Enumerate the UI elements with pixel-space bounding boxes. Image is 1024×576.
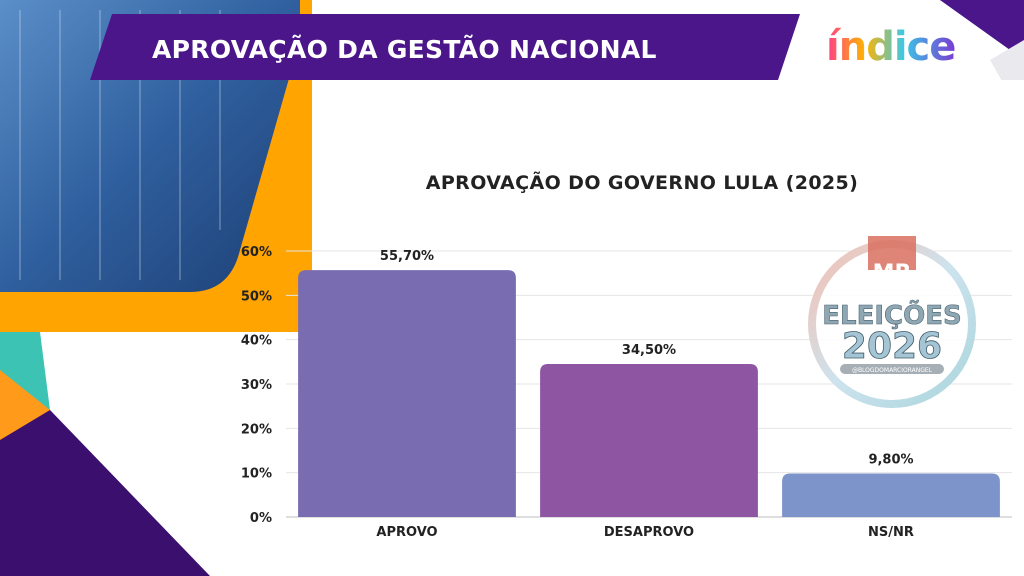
x-tick-label: APROVO [376, 525, 437, 540]
y-tick-label: 10% [241, 467, 272, 482]
y-tick-label: 30% [241, 378, 272, 393]
brand-logo: índice [826, 24, 956, 70]
watermark-seal: MR ELEIÇÕES 2026 @BLOGDOMARCIORANGEL [808, 236, 976, 408]
watermark-line1: ELEIÇÕES [822, 299, 961, 331]
x-tick-label: NS/NR [868, 525, 914, 540]
y-tick-label: 0% [250, 511, 272, 526]
y-tick-label: 50% [241, 289, 272, 304]
chart-title: APROVAÇÃO DO GOVERNO LULA (2025) [425, 172, 859, 194]
purple-triangle [0, 410, 210, 576]
x-tick-label: DESAPROVO [604, 525, 694, 540]
data-label: 55,70% [380, 249, 434, 264]
watermark-line2: 2026 [842, 326, 942, 367]
purple-corner-right [940, 0, 1024, 60]
bar-desaprovo [540, 364, 758, 517]
data-label: 9,80% [868, 453, 913, 468]
y-tick-label: 20% [241, 422, 272, 437]
y-tick-label: 60% [241, 245, 272, 260]
header-banner [90, 14, 800, 80]
bar-ns-nr [782, 473, 1000, 517]
y-tick-label: 40% [241, 334, 272, 349]
bar-aprovo [298, 270, 516, 517]
data-label: 34,50% [622, 343, 676, 358]
watermark-caption: @BLOGDOMARCIORANGEL [852, 367, 933, 374]
watermark-badge: MR [873, 261, 912, 286]
page-title: APROVAÇÃO DA GESTÃO NACIONAL [152, 35, 657, 64]
